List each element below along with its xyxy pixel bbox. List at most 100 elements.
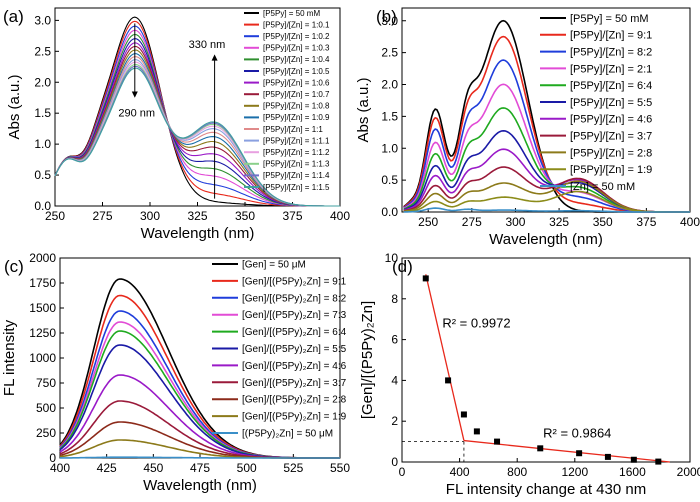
- x-axis-label: Wavelength (nm): [143, 477, 257, 494]
- y-tick-label: 2: [391, 414, 398, 428]
- legend-entry: [Gen]/[(P5Py)₂Zn] = 5:5: [242, 344, 347, 355]
- y-tick-label: 1000: [29, 351, 56, 365]
- x-tick-label: 425: [97, 461, 117, 475]
- fit-label: R² = 0.9864: [543, 426, 611, 441]
- data-point: [537, 445, 544, 452]
- legend-entry: [Gen]/[(P5Py)₂Zn] = 9:1: [242, 276, 347, 287]
- legend-entry: [P5Py]/[Zn] = 1:0.2: [263, 32, 330, 41]
- legend-entry: [P5Py]/[Zn] = 9:1: [570, 30, 652, 42]
- fit-label: R² = 0.9972: [442, 315, 510, 330]
- series-line: [60, 456, 340, 459]
- x-tick-label: 400: [330, 209, 350, 223]
- y-tick-label: 1.5: [381, 109, 398, 123]
- x-tick-label: 800: [507, 465, 527, 479]
- data-point: [576, 450, 583, 457]
- legend-entry: [P5Py]/[Zn] = 5:5: [570, 97, 652, 109]
- y-tick-label: 3.0: [34, 13, 51, 27]
- x-axis-label: FL intensity change at 430 nm: [446, 481, 646, 498]
- legend-entry: [(P5Py)₂Zn] = 50 μM: [242, 429, 333, 440]
- data-point: [655, 458, 662, 465]
- panel-label: (b): [376, 7, 397, 26]
- y-tick-label: 1250: [29, 326, 56, 340]
- panel-b: 250 275 300 325 350 375 400 0.0 0.5 1.0 1.5 2.0 2.5 3…: [355, 7, 700, 248]
- legend-entry: [P5Py]/[Zn] = 6:4: [570, 80, 652, 92]
- legend-entry: [P5Py]/[Zn] = 1:9: [570, 164, 652, 176]
- y-tick-label: 0: [49, 451, 56, 465]
- x-tick-label: 550: [330, 461, 350, 475]
- data-point: [460, 411, 467, 418]
- x-tick-label: 325: [187, 209, 207, 223]
- panel-label: (a): [3, 7, 24, 26]
- x-tick-label: 400: [50, 461, 70, 475]
- legend-entry: [P5Py]/[Zn] = 1:0.8: [263, 102, 330, 111]
- y-tick-label: 10: [385, 251, 399, 265]
- annotation: 330 nm: [189, 39, 226, 51]
- y-tick-label: 1750: [29, 276, 56, 290]
- legend-entry: [Gen] = 50 μM: [242, 260, 306, 271]
- y-axis-label: [Gen]/[(P5Py)₂Zn]: [359, 301, 376, 419]
- series-line: [403, 207, 690, 213]
- y-tick-label: 2.0: [34, 75, 51, 89]
- legend-entry: [P5Py]/[Zn] = 1:0.6: [263, 78, 330, 87]
- x-tick-label: 400: [450, 465, 470, 479]
- legend-entry: [P5Py]/[Zn] = 1:1.5: [263, 183, 330, 192]
- x-tick-label: 400: [680, 215, 700, 229]
- y-tick-label: 4: [391, 373, 398, 387]
- x-tick-label: 525: [283, 461, 303, 475]
- legend-entry: [P5Py]/[Zn] = 1:1: [263, 125, 323, 134]
- legend-entry: [P5Py]/[Zn] = 8:2: [570, 46, 652, 58]
- x-tick-label: 300: [140, 209, 160, 223]
- x-tick-label: 275: [462, 215, 482, 229]
- panel-label: (c): [4, 257, 24, 276]
- data-point: [604, 453, 611, 460]
- series-line: [54, 67, 340, 207]
- legend-entry: [P5Py]/[Zn] = 2:1: [570, 63, 652, 75]
- x-tick-label: 2000: [677, 465, 700, 479]
- legend-entry: [P5Py]/[Zn] = 1:1.3: [263, 160, 330, 169]
- y-tick-label: 2.0: [381, 78, 398, 92]
- legend-entry: [Gen]/[(P5Py)₂Zn] = 6:4: [242, 327, 347, 338]
- legend-entry: [P5Py] = 50 mM: [570, 13, 649, 25]
- y-tick-label: 1500: [29, 301, 56, 315]
- x-tick-label: 1200: [561, 465, 588, 479]
- legend-entry: [P5Py] = 50 mM: [263, 9, 320, 18]
- x-tick-label: 375: [282, 209, 302, 223]
- legend-entry: [Gen]/[(P5Py)₂Zn] = 7:3: [242, 310, 347, 321]
- y-tick-label: 2000: [29, 251, 56, 265]
- y-tick-label: 0.0: [381, 205, 398, 219]
- fit-line: [425, 274, 465, 441]
- legend-entry: [P5Py]/[Zn] = 1:0.1: [263, 20, 330, 29]
- y-tick-label: 1.0: [381, 141, 398, 155]
- y-tick-label: 1.5: [34, 106, 51, 120]
- legend-entry: [P5Py]/[Zn] = 1:1.2: [263, 148, 330, 157]
- y-tick-label: 2.5: [34, 44, 51, 58]
- legend-entry: [P5Py]/[Zn] = 1:0.5: [263, 67, 330, 76]
- data-point: [473, 428, 480, 435]
- x-tick-label: 275: [92, 209, 112, 223]
- y-tick-label: 8: [391, 292, 398, 306]
- legend-entry: [Gen]/[(P5Py)₂Zn] = 3:7: [242, 378, 347, 389]
- y-tick-label: 0.0: [34, 199, 51, 213]
- x-axis-label: Wavelength (nm): [489, 231, 603, 248]
- annotation: 290 nm: [118, 107, 155, 119]
- legend-entry: [P5Py]/[Zn] = 1:0.3: [263, 44, 330, 53]
- arrowhead: [211, 54, 218, 61]
- legend-entry: [P5Py]/[Zn] = 3:7: [570, 130, 652, 142]
- data-point: [494, 438, 501, 445]
- panel-label: (d): [392, 257, 413, 276]
- data-point: [630, 456, 637, 463]
- x-tick-label: 1600: [619, 465, 646, 479]
- legend-entry: [Zn] = 50 mM: [570, 181, 635, 193]
- legend-entry: [P5Py]/[Zn] = 2:8: [570, 147, 652, 159]
- x-axis-label: Wavelength (nm): [141, 225, 255, 242]
- x-tick-label: 450: [143, 461, 163, 475]
- data-point: [422, 275, 429, 282]
- x-tick-label: 350: [593, 215, 613, 229]
- y-axis-label: Abs (a.u.): [6, 74, 23, 139]
- x-tick-label: 0: [399, 465, 406, 479]
- legend-entry: [P5Py]/[Zn] = 1:1.1: [263, 136, 330, 145]
- x-tick-label: 375: [636, 215, 656, 229]
- x-tick-label: 350: [235, 209, 255, 223]
- legend-entry: [P5Py]/[Zn] = 4:6: [570, 114, 652, 126]
